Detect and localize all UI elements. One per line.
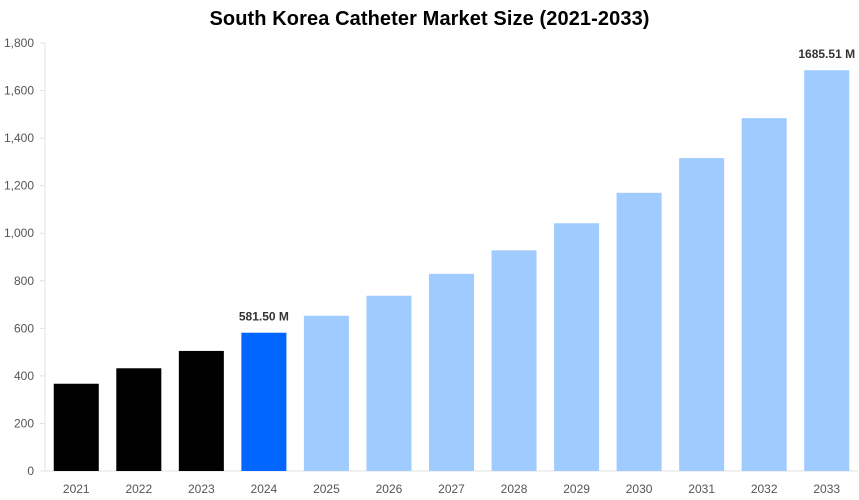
bar-2022 — [116, 368, 162, 471]
x-tick-label: 2029 — [563, 482, 590, 496]
bar-2031 — [679, 158, 725, 471]
y-tick-label: 600 — [14, 321, 34, 335]
bar-2029 — [554, 223, 600, 471]
x-tick-label: 2028 — [501, 482, 528, 496]
y-tick-label: 200 — [14, 416, 34, 430]
bar-2024 — [241, 332, 287, 471]
bar-2032 — [741, 118, 787, 471]
chart-title: South Korea Catheter Market Size (2021-2… — [209, 8, 650, 30]
bar-2033 — [804, 70, 850, 471]
y-tick-label: 1,800 — [4, 36, 34, 50]
bar-2023 — [178, 350, 224, 471]
data-label-2033: 1685.51 M — [798, 47, 855, 61]
y-axis: 0 200 400 600 800 1,000 1,200 1,400 1,600 1,800 — [4, 36, 46, 478]
y-tick-label: 1,000 — [4, 226, 34, 240]
y-tick-label: 1,600 — [4, 84, 34, 98]
data-labels: 581.50 M 1685.51 M — [239, 47, 855, 324]
bar-2026 — [366, 295, 412, 471]
x-tick-label: 2025 — [313, 482, 340, 496]
x-tick-label: 2026 — [376, 482, 403, 496]
y-tick-label: 800 — [14, 274, 34, 288]
x-tick-label: 2031 — [688, 482, 715, 496]
bar-2028 — [491, 250, 537, 471]
bars — [53, 70, 850, 472]
x-tick-label: 2033 — [813, 482, 840, 496]
x-axis: 2021 2022 2023 2024 2025 2026 2027 2028 2029 2030… — [45, 470, 858, 496]
x-tick-label: 2022 — [125, 482, 152, 496]
x-tick-label: 2024 — [251, 482, 278, 496]
x-tick-label: 2032 — [751, 482, 778, 496]
x-tick-label: 2027 — [438, 482, 465, 496]
y-tick-label: 0 — [27, 464, 34, 478]
x-tick-label: 2021 — [63, 482, 90, 496]
y-tick-label: 1,400 — [4, 131, 34, 145]
x-tick-label: 2030 — [626, 482, 653, 496]
bar-2027 — [428, 273, 475, 471]
data-label-2024: 581.50 M — [239, 310, 289, 324]
bar-2025 — [303, 315, 349, 471]
y-tick-label: 1,200 — [4, 179, 34, 193]
bar-2021 — [53, 383, 99, 471]
x-tick-label: 2023 — [188, 482, 215, 496]
y-tick-label: 400 — [14, 369, 34, 383]
bar-2030 — [616, 192, 662, 472]
